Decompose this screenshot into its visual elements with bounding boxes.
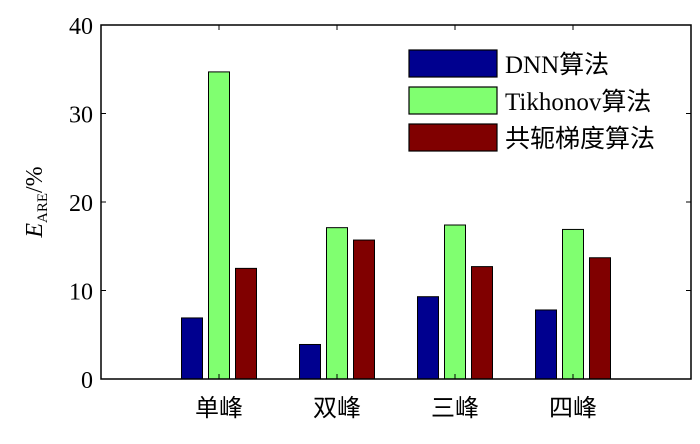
x-tick-label: 三峰 bbox=[431, 395, 479, 422]
legend-label: Tikhonov算法 bbox=[505, 88, 651, 116]
bar-3-2 bbox=[353, 239, 375, 380]
y-tick-label: 30 bbox=[69, 103, 93, 129]
bar-2-4 bbox=[562, 228, 584, 380]
legend-label: 共轭梯度算法 bbox=[505, 125, 655, 153]
bar-3-4 bbox=[589, 257, 611, 380]
y-tick-label: 40 bbox=[69, 14, 93, 40]
y-axis-label: EARE/% bbox=[22, 166, 51, 238]
legend-swatch bbox=[408, 123, 498, 152]
bar-1-4 bbox=[535, 309, 557, 380]
legend-swatch bbox=[408, 49, 498, 78]
bar-2-1 bbox=[208, 71, 230, 380]
bar-2-3 bbox=[444, 224, 466, 380]
bar-3-1 bbox=[235, 267, 257, 380]
bar-1-3 bbox=[417, 296, 439, 380]
legend-swatch bbox=[408, 86, 498, 115]
bar-2-2 bbox=[326, 227, 348, 380]
bars bbox=[181, 71, 611, 380]
y-tick-label: 20 bbox=[69, 191, 93, 217]
y-axis-label-main: E bbox=[22, 223, 48, 239]
legend-label: DNN算法 bbox=[505, 51, 609, 79]
bar-1-1 bbox=[181, 317, 203, 380]
x-tick-label: 双峰 bbox=[313, 395, 361, 422]
x-tick-label: 四峰 bbox=[549, 395, 597, 422]
bar-1-2 bbox=[299, 343, 321, 380]
ticks: 单峰 双峰 三峰 四峰 0 10 20 30 40 bbox=[69, 14, 691, 422]
y-axis-label-subscript: ARE bbox=[35, 193, 51, 223]
y-tick-label: 10 bbox=[69, 280, 93, 306]
bar-3-3 bbox=[471, 266, 493, 380]
y-tick-label: 0 bbox=[81, 368, 93, 394]
x-tick-label: 单峰 bbox=[195, 395, 243, 422]
y-axis-label-suffix: /% bbox=[22, 166, 48, 193]
